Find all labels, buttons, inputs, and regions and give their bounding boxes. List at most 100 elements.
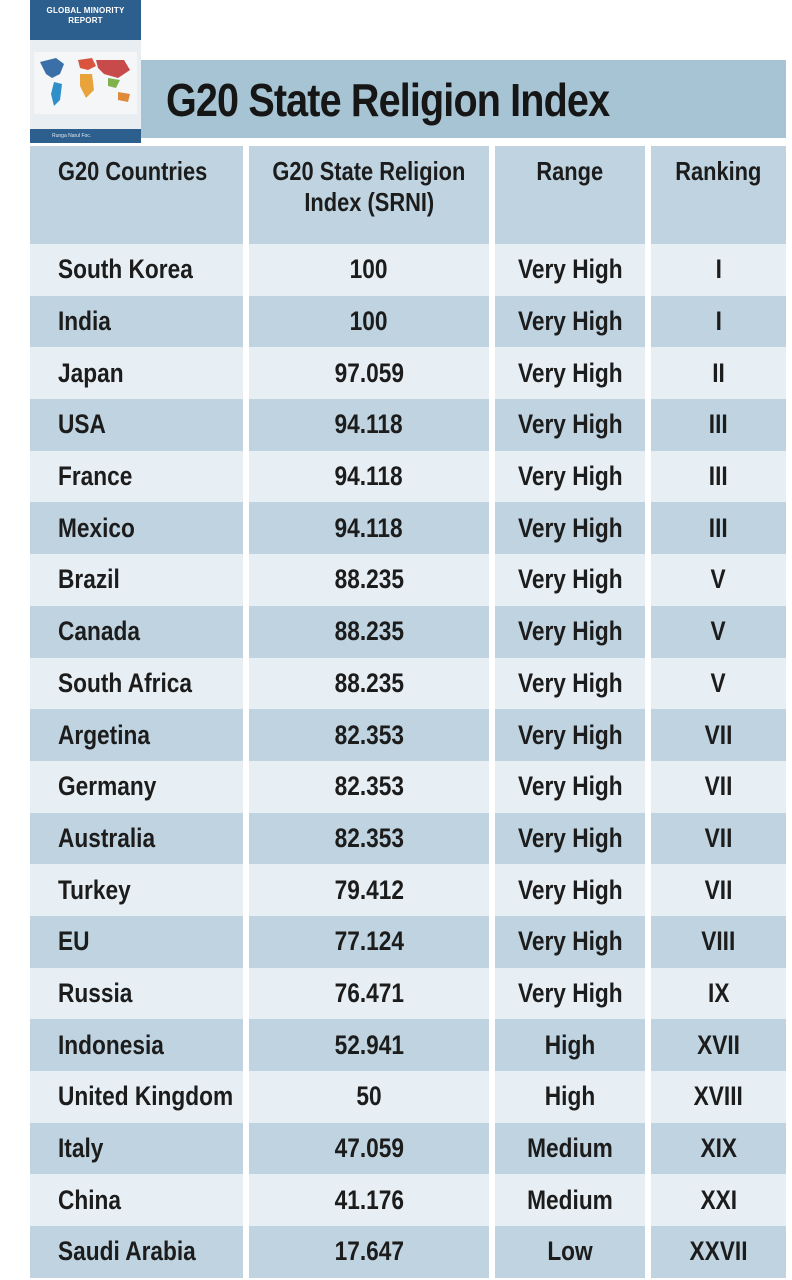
cell-range: Medium bbox=[492, 1122, 651, 1175]
cell-srni: 41.176 bbox=[246, 1174, 495, 1227]
cell-range-text: Very High bbox=[517, 461, 623, 492]
table-row: Saudi Arabia 17.647 Low XXVII bbox=[30, 1226, 786, 1278]
cell-range-text: Very High bbox=[517, 667, 623, 698]
cell-srni: 94.118 bbox=[246, 502, 495, 555]
cell-range: Very High bbox=[492, 812, 651, 865]
cell-ranking-text: VII bbox=[704, 719, 733, 750]
cell-ranking: XIX bbox=[648, 1122, 786, 1175]
table-row: United Kingdom 50 High XVIII bbox=[30, 1071, 786, 1123]
table-header-row: G20 Countries G20 State Religion Index (… bbox=[30, 146, 786, 244]
cell-country-text: Indonesia bbox=[58, 1029, 164, 1060]
cell-range-text: Very High bbox=[517, 977, 623, 1008]
cell-srni-text: 88.235 bbox=[334, 667, 404, 698]
cell-ranking: VIII bbox=[648, 915, 786, 968]
cell-range-text: Very High bbox=[517, 926, 623, 957]
cell-ranking-text: VII bbox=[704, 771, 733, 802]
table-row: Germany 82.353 Very High VII bbox=[30, 760, 786, 813]
cell-ranking: VII bbox=[648, 812, 786, 865]
cell-range: Very High bbox=[492, 450, 651, 503]
cell-range-text: Medium bbox=[527, 1184, 613, 1215]
cell-range-text: Very High bbox=[517, 771, 623, 802]
cell-country: Germany bbox=[30, 760, 249, 813]
cell-range: Very High bbox=[492, 554, 651, 606]
table-row: Australia 82.353 Very High VII bbox=[30, 812, 786, 865]
cell-ranking-text: V bbox=[710, 564, 727, 595]
title-band bbox=[30, 60, 786, 138]
cell-srni: 17.647 bbox=[246, 1226, 495, 1278]
cell-range: High bbox=[492, 1019, 651, 1071]
header-srni-line2: Index (SRNI) bbox=[304, 187, 434, 217]
cell-ranking-text: II bbox=[712, 357, 725, 388]
cell-country-text: China bbox=[58, 1184, 122, 1215]
cell-country: Japan bbox=[30, 347, 249, 400]
cell-country: Brazil bbox=[30, 554, 249, 606]
cell-srni: 50 bbox=[246, 1071, 495, 1123]
cell-ranking-text: XXVII bbox=[689, 1236, 748, 1267]
cell-ranking: III bbox=[648, 450, 786, 503]
table-body: South Korea 100 Very High I India 100 Very Hig… bbox=[30, 244, 786, 1278]
cell-srni-text: 82.353 bbox=[334, 771, 404, 802]
cell-srni: 94.118 bbox=[246, 399, 495, 451]
cell-srni: 88.235 bbox=[246, 657, 495, 710]
cell-srni: 76.471 bbox=[246, 967, 495, 1020]
header-srni: G20 State Religion Index (SRNI) bbox=[246, 146, 495, 244]
cell-ranking-text: XIX bbox=[700, 1133, 737, 1164]
cell-range: Very High bbox=[492, 399, 651, 451]
cell-ranking: II bbox=[648, 347, 786, 400]
cell-ranking-text: III bbox=[709, 512, 728, 543]
cell-country: Italy bbox=[30, 1122, 249, 1175]
table-row: Italy 47.059 Medium XIX bbox=[30, 1122, 786, 1175]
cell-srni: 82.353 bbox=[246, 709, 495, 761]
cell-srni-text: 79.412 bbox=[334, 874, 404, 905]
cell-ranking: IX bbox=[648, 967, 786, 1020]
cell-ranking: XXVII bbox=[648, 1226, 786, 1278]
table-row: South Africa 88.235 Very High V bbox=[30, 657, 786, 710]
table-row: South Korea 100 Very High I bbox=[30, 244, 786, 296]
cell-range: Very High bbox=[492, 915, 651, 968]
cell-range: High bbox=[492, 1071, 651, 1123]
cell-srni-text: 88.235 bbox=[334, 616, 404, 647]
table-row: India 100 Very High I bbox=[30, 295, 786, 348]
cell-srni: 52.941 bbox=[246, 1019, 495, 1071]
cell-range: Medium bbox=[492, 1174, 651, 1227]
cell-range-text: Very High bbox=[517, 357, 623, 388]
cell-country-text: Argetina bbox=[58, 719, 151, 750]
cell-country: USA bbox=[30, 399, 249, 451]
cell-srni-text: 100 bbox=[350, 254, 388, 285]
page-title: G20 State Religion Index bbox=[166, 74, 610, 126]
report-cover-thumbnail: GLOBAL MINORITY REPORT Runga Narul Foc. bbox=[30, 0, 141, 143]
header-ranking: Ranking bbox=[648, 146, 786, 244]
cell-country-text: France bbox=[58, 461, 133, 492]
cell-srni-text: 41.176 bbox=[334, 1184, 404, 1215]
cell-range-text: Very High bbox=[517, 822, 623, 853]
cell-country-text: Turkey bbox=[58, 874, 131, 905]
cell-ranking: I bbox=[648, 244, 786, 296]
cell-srni: 94.118 bbox=[246, 450, 495, 503]
cell-srni: 100 bbox=[246, 244, 495, 296]
cell-ranking-text: VIII bbox=[701, 926, 736, 957]
table-row: USA 94.118 Very High III bbox=[30, 399, 786, 451]
cell-range: Very High bbox=[492, 967, 651, 1020]
srni-table: G20 Countries G20 State Religion Index (… bbox=[30, 146, 786, 1278]
header-range: Range bbox=[492, 146, 651, 244]
cell-country-text: Saudi Arabia bbox=[58, 1236, 196, 1267]
cell-srni-text: 82.353 bbox=[334, 822, 404, 853]
cell-srni-text: 47.059 bbox=[334, 1133, 404, 1164]
cell-country-text: South Africa bbox=[58, 667, 192, 698]
report-cover-title-line1: GLOBAL MINORITY bbox=[46, 6, 125, 15]
cell-country: Saudi Arabia bbox=[30, 1226, 249, 1278]
cell-country-text: Germany bbox=[58, 771, 157, 802]
cell-ranking: XXI bbox=[648, 1174, 786, 1227]
cell-range: Very High bbox=[492, 760, 651, 813]
cell-srni-text: 82.353 bbox=[334, 719, 404, 750]
cell-range-text: Very High bbox=[517, 616, 623, 647]
cell-country-text: Mexico bbox=[58, 512, 135, 543]
cell-ranking: XVII bbox=[648, 1019, 786, 1071]
table-row: Canada 88.235 Very High V bbox=[30, 605, 786, 658]
cell-srni-text: 94.118 bbox=[334, 512, 404, 543]
header-range-label: Range bbox=[536, 156, 604, 186]
cell-range-text: Very High bbox=[517, 874, 623, 905]
cell-ranking: V bbox=[648, 554, 786, 606]
cell-ranking-text: I bbox=[715, 254, 722, 285]
cell-country: Turkey bbox=[30, 864, 249, 916]
